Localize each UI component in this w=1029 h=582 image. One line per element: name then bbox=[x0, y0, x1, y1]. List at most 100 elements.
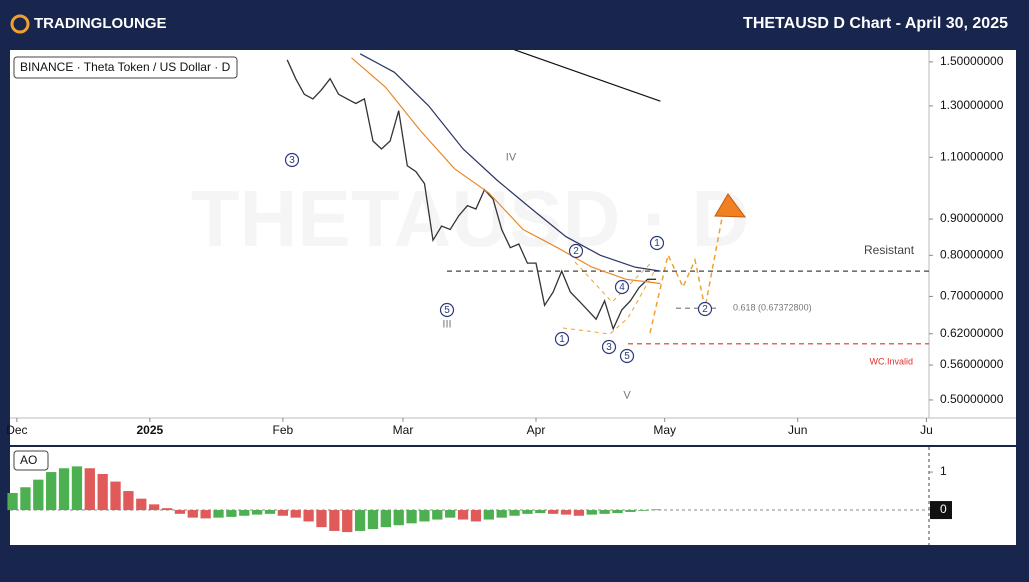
ao-label-box bbox=[13, 450, 49, 471]
ao-bar bbox=[380, 510, 391, 528]
ao-bar bbox=[303, 510, 314, 522]
ao-bar bbox=[367, 510, 379, 530]
ao-bar bbox=[393, 510, 404, 526]
y-tick-label: 0.90000000 bbox=[940, 211, 1004, 225]
ao-bar bbox=[535, 510, 546, 514]
x-tick-label: Feb bbox=[273, 423, 294, 437]
level-label: WC.Invalid bbox=[869, 356, 913, 366]
ao-panel bbox=[10, 447, 1016, 545]
ao-bar bbox=[187, 510, 198, 518]
wedge-upper bbox=[574, 261, 653, 303]
ao-bar bbox=[560, 510, 572, 515]
wave-label: 2 bbox=[573, 246, 579, 257]
legend-title: BINANCE · Theta Token / US Dollar · D bbox=[20, 60, 231, 74]
wave-label: 4 bbox=[619, 282, 625, 293]
price-line bbox=[351, 57, 661, 285]
ao-bar bbox=[200, 510, 211, 519]
wave-circle bbox=[619, 348, 635, 364]
y-tick-label: 1.30000000 bbox=[940, 98, 1004, 112]
zero-badge bbox=[930, 501, 952, 520]
ao-bar bbox=[213, 510, 224, 518]
y-tick-label: 0.50000000 bbox=[940, 392, 1004, 406]
wave-circle bbox=[697, 301, 713, 317]
ao-bar bbox=[123, 491, 134, 511]
ao-bar bbox=[522, 510, 533, 514]
ao-bar bbox=[110, 481, 121, 511]
x-tick-label: Jun bbox=[788, 423, 807, 437]
ao-title: AO bbox=[20, 453, 37, 467]
wave-label: 5 bbox=[444, 305, 450, 316]
ao-bar bbox=[97, 473, 108, 511]
logo-icon bbox=[10, 14, 30, 34]
ao-bar bbox=[136, 498, 147, 511]
wave-label: III bbox=[442, 318, 451, 330]
wave-circle bbox=[284, 152, 300, 168]
ao-bar bbox=[290, 510, 301, 518]
legend-box bbox=[13, 56, 238, 79]
wave-label: 3 bbox=[606, 342, 612, 353]
wave-label: 1 bbox=[559, 334, 565, 345]
ao-bar bbox=[174, 510, 186, 514]
ao-bar bbox=[149, 504, 160, 511]
wave-circle bbox=[614, 279, 630, 295]
target-arrow bbox=[714, 193, 747, 218]
ao-bar bbox=[239, 510, 250, 516]
ao-bar bbox=[573, 510, 585, 516]
ao-bar bbox=[251, 510, 263, 515]
wedge-lower bbox=[562, 269, 656, 335]
ao-bar bbox=[419, 510, 430, 522]
ao-bar bbox=[354, 510, 366, 531]
wave-circle bbox=[649, 235, 665, 251]
wave-label: 5 bbox=[624, 351, 630, 362]
wave-circle bbox=[601, 339, 617, 355]
ao-bar bbox=[406, 510, 417, 524]
price-panel bbox=[10, 50, 1016, 445]
ao-bar bbox=[599, 510, 610, 514]
ao-bar bbox=[33, 479, 44, 511]
ao-bar bbox=[161, 508, 173, 511]
price-line bbox=[514, 49, 661, 102]
ao-bar bbox=[342, 510, 353, 533]
watermark: THETAUSD · D bbox=[191, 174, 749, 263]
wave-label: IV bbox=[506, 151, 517, 163]
y-tick-label: 1.10000000 bbox=[940, 149, 1004, 163]
ao-bar bbox=[20, 487, 31, 511]
ao-bar bbox=[226, 510, 237, 517]
x-tick-label: 2025 bbox=[137, 423, 164, 437]
ao-bar bbox=[277, 510, 289, 516]
ao-bar bbox=[638, 510, 649, 511]
ao-bar bbox=[586, 510, 597, 515]
ao-bar bbox=[470, 510, 482, 522]
ao-bar bbox=[7, 492, 18, 511]
level-label: Resistant bbox=[864, 243, 915, 257]
wave-circle bbox=[568, 243, 584, 259]
wave-label: 3 bbox=[289, 155, 295, 166]
logo: TRADINGLOUNGE bbox=[34, 15, 167, 32]
ao-bar bbox=[58, 468, 70, 511]
ao-bar bbox=[71, 466, 83, 511]
ao-bar bbox=[329, 510, 340, 531]
y-tick-label: 0.80000000 bbox=[940, 247, 1004, 261]
wave-circle bbox=[554, 331, 570, 347]
ao-bar bbox=[46, 472, 57, 511]
y-tick-label: 0 bbox=[940, 502, 947, 516]
x-tick-label: Ju bbox=[920, 423, 933, 437]
wave-label: V bbox=[623, 389, 631, 401]
y-tick-label: 0.56000000 bbox=[940, 357, 1004, 371]
ao-bar bbox=[316, 510, 327, 528]
x-tick-label: Dec bbox=[6, 423, 27, 437]
x-tick-label: Mar bbox=[393, 423, 414, 437]
ao-bar bbox=[483, 510, 494, 520]
ao-bar bbox=[625, 510, 636, 512]
x-tick-label: May bbox=[653, 423, 676, 437]
x-tick-label: Apr bbox=[527, 423, 546, 437]
wave-label: 2 bbox=[702, 304, 708, 315]
ao-bar bbox=[650, 509, 662, 511]
projection-path bbox=[649, 217, 723, 334]
ao-bar bbox=[509, 510, 520, 516]
wave-label: 1 bbox=[654, 238, 660, 249]
ao-bar bbox=[548, 510, 559, 514]
y-tick-label: 0.62000000 bbox=[940, 326, 1004, 340]
ao-bar bbox=[445, 510, 456, 518]
